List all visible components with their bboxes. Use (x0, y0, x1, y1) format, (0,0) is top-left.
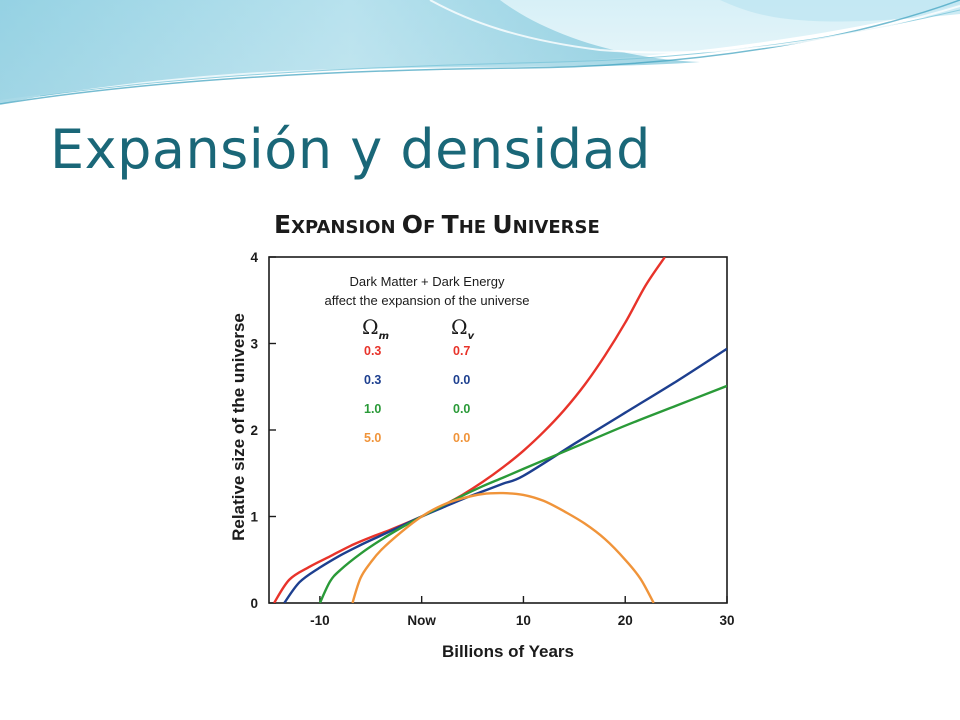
chart-title-capital: O (402, 210, 423, 239)
legend-omega-v-2: 0.0 (453, 373, 470, 387)
omega-subscript: v (468, 331, 475, 342)
y-axis-label: Relative size of the universe (229, 313, 248, 541)
y-tick-label: 1 (250, 510, 258, 525)
annotation-line-2: affect the expansion of the universe (324, 293, 529, 308)
chart-title-rest: HE (459, 217, 493, 238)
legend-omega-v-3: 0.0 (453, 402, 470, 416)
chart-title-capital: E (274, 210, 291, 239)
series-line-2 (283, 347, 727, 603)
y-tick-label: 4 (250, 250, 258, 265)
chart-title-rest: XPANSION (291, 217, 402, 238)
legend-omega-v-1: 0.7 (453, 344, 470, 358)
slide-title: Expansión y densidad (50, 118, 651, 181)
series-line-1 (273, 257, 666, 603)
y-tick-label: 3 (250, 337, 258, 352)
omega-subscript: m (379, 331, 389, 342)
legend-omega-v-4: 0.0 (453, 431, 470, 445)
series-line-4 (351, 491, 655, 603)
x-tick-label: 30 (719, 613, 734, 628)
background-waves (0, 0, 960, 105)
wave-line-3 (429, 0, 960, 54)
legend-omega-m-1: 0.3 (364, 344, 381, 358)
chart-title: EXPANSION OF THE UNIVERSE (274, 210, 600, 239)
x-tick-label: 20 (618, 613, 633, 628)
chart-title-capital: U (492, 210, 512, 239)
omega-symbol: Ω (362, 315, 379, 339)
chart-panel: EXPANSION OF THE UNIVERSE -10 Now 10 20 30 0 1… (224, 200, 736, 665)
x-axis-label: Billions of Years (442, 642, 574, 661)
chart-svg: EXPANSION OF THE UNIVERSE -10 Now 10 20 30 0 1… (229, 210, 735, 661)
legend-omega-m-4: 5.0 (364, 431, 381, 445)
annotation-line-1: Dark Matter + Dark Energy (350, 274, 505, 289)
annotation: Dark Matter + Dark Energy affect the expa… (324, 274, 529, 308)
parameter-legend: Ωm Ωv0.3 0.70.3 0.01.0 0.05.0 0.0 (362, 315, 475, 445)
legend-omega-m-2: 0.3 (364, 373, 381, 387)
x-tick-label: Now (407, 613, 436, 628)
omega-symbol: Ω (451, 315, 468, 339)
axes: -10 Now 10 20 30 0 1 2 3 4 (250, 250, 734, 628)
y-tick-label: 0 (250, 596, 258, 611)
legend-header-2: Ωv (451, 315, 475, 342)
chart-title-rest: NIVERSE (513, 217, 600, 238)
chart-title-rest: F (423, 217, 442, 238)
y-tick-label: 2 (250, 423, 258, 438)
chart-title-capital: T (442, 210, 459, 239)
x-tick-label: 10 (516, 613, 531, 628)
x-tick-label: -10 (310, 613, 330, 628)
wave-mid-band (0, 0, 960, 22)
wave-accent (0, 0, 700, 104)
series-group (273, 257, 727, 603)
legend-omega-m-3: 1.0 (364, 402, 381, 416)
legend-header-1: Ωm (362, 315, 389, 342)
